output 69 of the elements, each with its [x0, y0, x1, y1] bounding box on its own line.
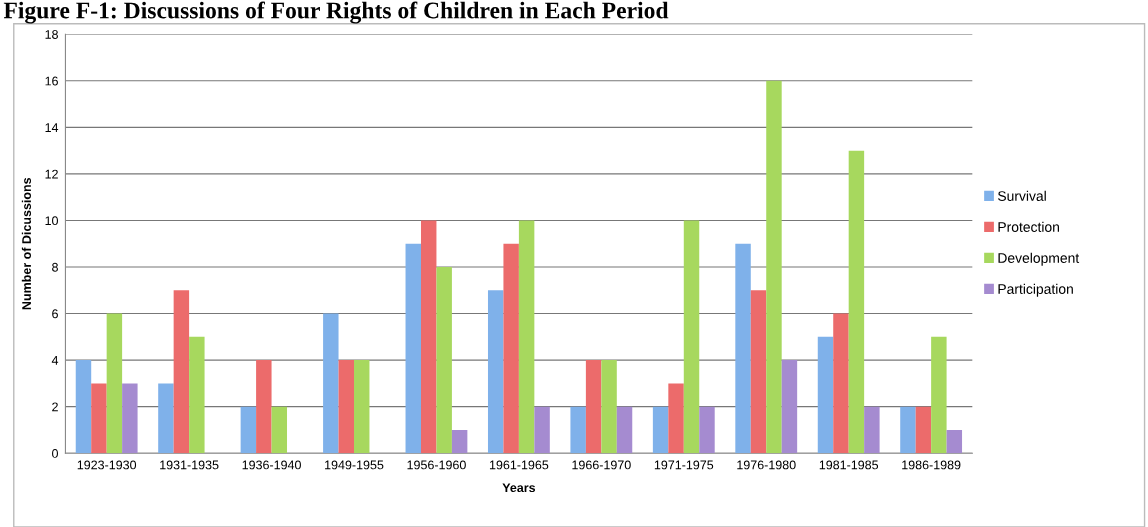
bar — [106, 313, 123, 454]
x-tick-label: 1961-1965 — [489, 460, 549, 470]
bar — [735, 243, 751, 454]
y-tick-label: 8 — [52, 262, 58, 272]
bar — [534, 406, 550, 454]
bar — [436, 267, 452, 454]
x-tick-label: 1981-1985 — [819, 460, 879, 470]
x-tick-label: 1923-1930 — [77, 460, 137, 470]
bar — [451, 429, 468, 454]
x-tick-label: 1971-1975 — [654, 460, 714, 470]
y-tick-label: 4 — [51, 356, 59, 365]
bar — [271, 406, 288, 454]
bar — [518, 220, 535, 454]
bar — [405, 243, 421, 454]
y-tick-label: 14 — [45, 123, 59, 132]
bar — [601, 360, 617, 454]
bar — [91, 383, 107, 454]
y-tick-label: 10 — [45, 216, 58, 226]
bar — [420, 220, 437, 454]
x-tick-label: 1986-1989 — [902, 460, 961, 470]
x-tick-label: 1931-1935 — [160, 460, 219, 470]
bar — [189, 336, 205, 454]
legend-label: Participation — [998, 283, 1073, 297]
y-tick-label: 12 — [45, 169, 58, 179]
bar — [323, 313, 339, 454]
y-tick-label: 2 — [52, 402, 58, 412]
bar — [848, 150, 865, 454]
bar — [338, 360, 354, 454]
bar — [122, 383, 138, 454]
bar — [946, 429, 963, 454]
bar — [240, 406, 257, 454]
bar — [354, 360, 370, 454]
bar — [833, 313, 849, 454]
bar — [750, 290, 767, 454]
y-tick-label: 0 — [52, 449, 58, 458]
y-tick-label: 16 — [45, 76, 58, 86]
x-tick-label: 1976-1980 — [737, 460, 796, 470]
y-axis-title: Number of Dicussions — [21, 177, 32, 310]
bar — [683, 220, 700, 454]
bar — [585, 360, 602, 454]
bar — [652, 406, 669, 454]
bar — [616, 406, 633, 454]
bar — [915, 406, 932, 454]
bar — [900, 406, 916, 454]
x-axis-title: Years — [502, 483, 536, 493]
bar — [158, 383, 174, 454]
bar — [75, 360, 92, 454]
bar — [487, 290, 504, 454]
legend-label: Survival — [997, 190, 1046, 201]
legend-label: Protection — [998, 221, 1059, 232]
x-tick-label: 1956-1960 — [407, 460, 466, 470]
bar — [173, 290, 190, 454]
legend-label: Development — [998, 252, 1080, 266]
bar — [781, 360, 798, 454]
x-tick-label: 1949-1955 — [325, 460, 384, 470]
bar — [817, 336, 834, 454]
bar — [503, 243, 519, 454]
y-tick-label: 18 — [45, 30, 58, 39]
x-tick-label: 1966-1970 — [572, 460, 631, 470]
bar — [256, 360, 272, 454]
bar — [766, 80, 782, 454]
bar — [931, 336, 947, 454]
y-tick-label: 6 — [52, 309, 58, 319]
bar — [668, 383, 684, 454]
bar — [864, 406, 880, 454]
bar — [699, 406, 715, 454]
chart-title: Figure F-1: Discussions of Four Rights of Children in Each Period — [3, 1, 669, 24]
bar — [570, 406, 586, 454]
x-tick-label: 1936-1940 — [242, 460, 301, 470]
